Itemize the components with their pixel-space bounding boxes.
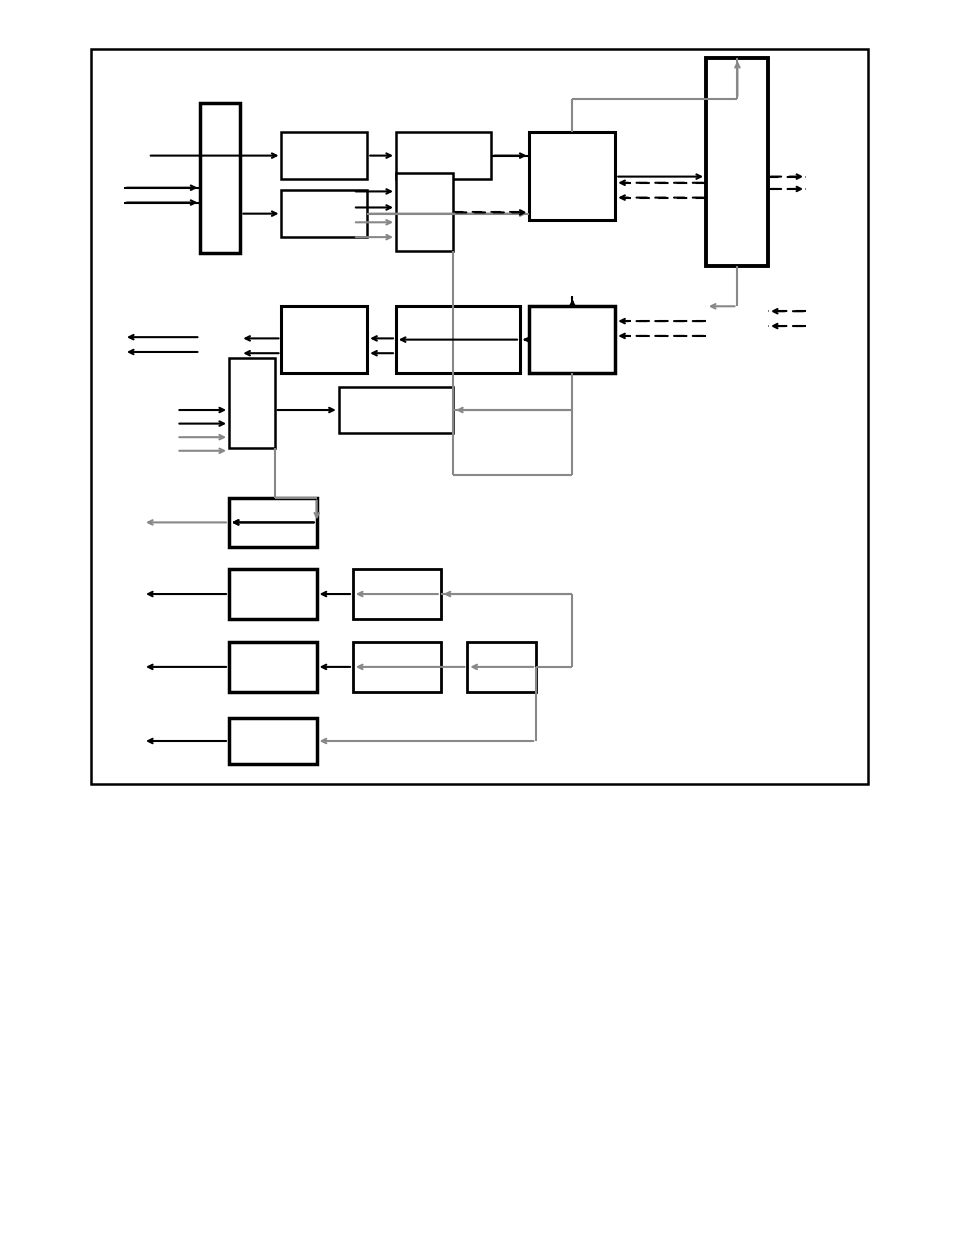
Bar [229, 498, 316, 547]
Bar [529, 306, 615, 373]
Bar [353, 569, 440, 619]
Bar [529, 132, 615, 220]
Bar [200, 103, 240, 253]
Bar [229, 569, 316, 619]
Bar [281, 306, 367, 373]
Bar [338, 387, 453, 433]
Bar [281, 132, 367, 179]
Bar [229, 718, 316, 764]
Bar [395, 306, 519, 373]
Bar [395, 173, 453, 251]
Bar [705, 58, 767, 266]
Bar [91, 49, 867, 784]
Bar [353, 642, 440, 692]
Bar [229, 642, 316, 692]
Bar [281, 190, 367, 237]
Bar [467, 642, 536, 692]
Bar [395, 132, 491, 179]
Bar [229, 358, 274, 448]
